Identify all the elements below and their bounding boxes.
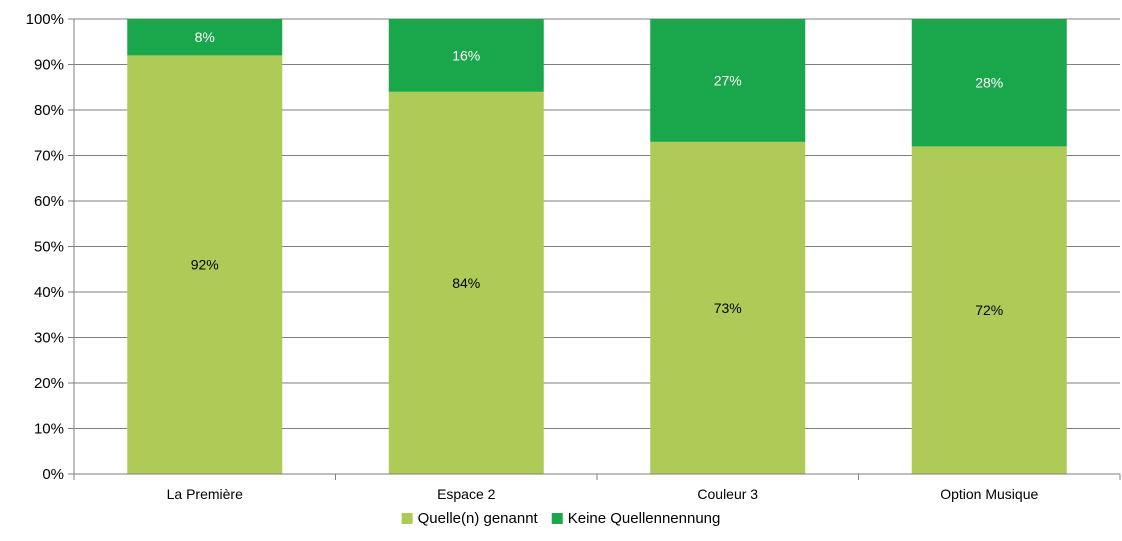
data-label: 84% xyxy=(452,275,480,291)
bars: 92% 8% 84% 16% 73% 27% 72% 28% xyxy=(127,19,1067,475)
legend-item: Quelle(n) genannt xyxy=(401,510,539,527)
x-tick-label: Option Musique xyxy=(940,486,1038,502)
bar-segment xyxy=(650,19,806,142)
y-tick-label: 10% xyxy=(34,421,64,438)
bar-segment xyxy=(127,19,283,56)
x-tick-label: Espace 2 xyxy=(437,486,496,502)
data-label: 92% xyxy=(191,257,219,273)
y-tick-label: 70% xyxy=(34,148,64,165)
x-tick-label: Couleur 3 xyxy=(697,486,758,502)
legend-label: Quelle(n) genannt xyxy=(418,510,539,527)
y-tick-label: 50% xyxy=(34,239,64,256)
bar-segment xyxy=(911,19,1067,147)
data-label: 16% xyxy=(452,47,480,63)
bar-segment xyxy=(388,19,544,92)
y-tick-label: 20% xyxy=(34,375,64,392)
y-tick-label: 60% xyxy=(34,193,64,210)
legend-swatch xyxy=(551,513,563,524)
bar-segment xyxy=(388,91,544,475)
legend-swatch xyxy=(401,513,413,524)
bar-segment xyxy=(911,146,1067,474)
y-tick-label: 80% xyxy=(34,102,64,119)
data-label: 8% xyxy=(195,29,215,45)
x-tick-label: La Première xyxy=(167,486,243,502)
y-tick-label: 30% xyxy=(34,330,64,347)
legend-label: Keine Quellennennung xyxy=(568,510,721,527)
y-axis-tick-labels: 0% 10% 20% 30% 40% 50% 60% 70% 80% 90% 100% xyxy=(26,11,64,483)
bar-segment xyxy=(650,141,806,474)
x-axis: La Première Espace 2 Couleur 3 Option Musiq… xyxy=(73,473,1121,502)
legend-item: Keine Quellennennung xyxy=(551,510,721,527)
bar-segment xyxy=(127,55,283,475)
data-label: 72% xyxy=(975,302,1003,318)
data-label: 27% xyxy=(714,72,742,88)
legend: Quelle(n) genannt Keine Quellennennung xyxy=(401,510,721,527)
y-tick-label: 0% xyxy=(42,466,64,483)
data-label: 73% xyxy=(714,300,742,316)
y-tick-label: 90% xyxy=(34,57,64,74)
data-label: 28% xyxy=(975,75,1003,91)
y-tick-label: 100% xyxy=(26,11,64,28)
y-tick-label: 40% xyxy=(34,284,64,301)
